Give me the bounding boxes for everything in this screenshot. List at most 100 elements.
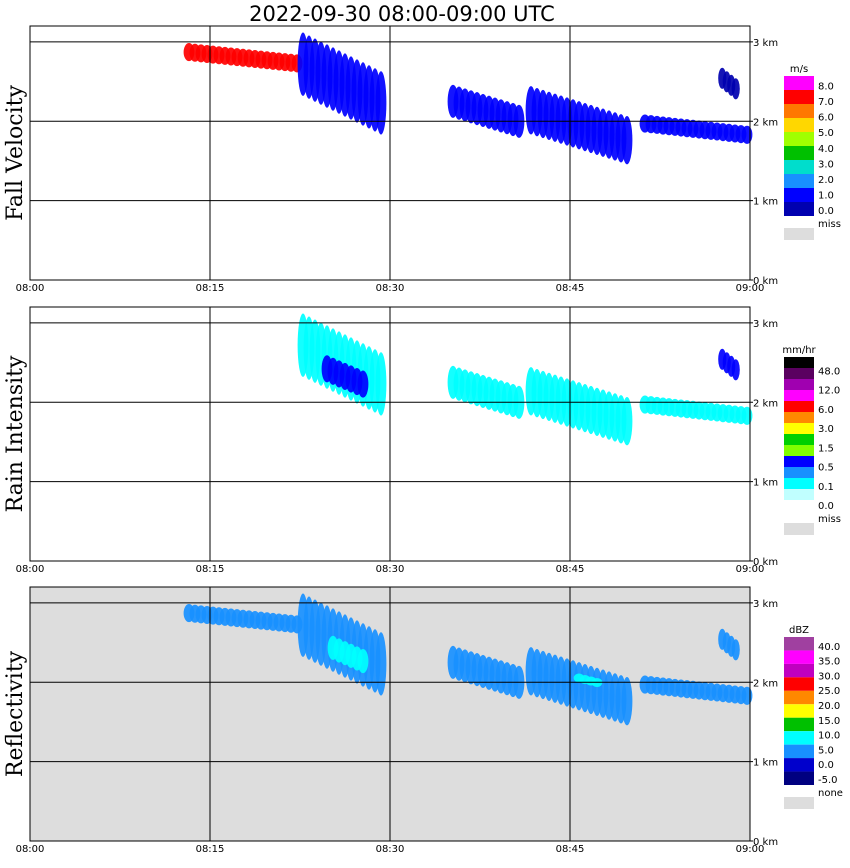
- legend-swatch: [784, 160, 814, 174]
- legend-swatch: [784, 500, 814, 511]
- echo-cell: [621, 397, 633, 446]
- panel-2: Reflectivity 08:00 08:15 08:30 08:45 09:000 k…: [3, 586, 843, 855]
- y-tick-label: 0 km: [753, 837, 778, 848]
- legend-label: 12.0: [818, 386, 840, 397]
- legend-swatch: [784, 76, 814, 90]
- x-tick-label: 08:15: [196, 283, 225, 294]
- echo-cell: [357, 649, 369, 674]
- echo-cell: [375, 632, 387, 696]
- x-tick-label: 08:30: [376, 564, 405, 575]
- legend-swatch: [784, 758, 814, 772]
- legend-swatch: [784, 146, 814, 160]
- legend-swatch: [784, 434, 814, 445]
- legend-label: 5.0: [818, 128, 834, 139]
- x-tick-label: 08:45: [556, 564, 585, 575]
- legend-label: -5.0: [818, 775, 838, 786]
- echo-cell: [621, 677, 633, 726]
- figure-title: 2022-09-30 08:00-09:00 UTC: [249, 2, 555, 26]
- echo-cell: [731, 359, 740, 381]
- legend-label: 4.0: [818, 144, 834, 155]
- echo-cell: [357, 370, 369, 398]
- x-tick-label: 09:00: [736, 564, 765, 575]
- legend-swatch: [784, 174, 814, 188]
- legend-swatch: [784, 704, 814, 718]
- legend-swatch: [784, 368, 814, 379]
- legend-label: 8.0: [818, 82, 834, 93]
- legend-swatch: [784, 423, 814, 434]
- echo-cell: [741, 406, 753, 425]
- legend-label: 2.0: [818, 175, 834, 186]
- legend-swatch: [784, 717, 814, 732]
- legend-label: 48.0: [818, 366, 840, 377]
- legend-label: 15.0: [818, 716, 840, 727]
- x-tick-label: 08:45: [556, 283, 585, 294]
- x-tick-label: 08:00: [16, 283, 45, 294]
- x-tick-label: 08:30: [376, 283, 405, 294]
- echo-cell: [375, 352, 387, 416]
- legend-label: 5.0: [818, 745, 834, 756]
- y-tick-label: 3 km: [753, 319, 778, 330]
- legend-label: 35.0: [818, 657, 840, 668]
- legend-swatch: [784, 489, 814, 500]
- legend-label: 25.0: [818, 686, 840, 697]
- legend-swatch: [784, 104, 814, 118]
- legend-swatch: [784, 650, 814, 664]
- legend-label: 0.0: [818, 760, 834, 771]
- x-tick-label: 08:30: [376, 844, 405, 855]
- legend-swatch: [784, 379, 814, 390]
- legend-label: 0.0: [818, 501, 834, 512]
- legend-swatch: [784, 744, 814, 759]
- legend-label: 3.0: [818, 159, 834, 170]
- legend-missing-label: miss: [818, 219, 841, 230]
- panel-ylabel: Fall Velocity: [3, 85, 28, 221]
- x-tick-label: 08:00: [16, 844, 45, 855]
- legend-swatch: [784, 357, 814, 368]
- echo-layer: [183, 593, 753, 726]
- plot-frame: [29, 586, 751, 842]
- legend-swatch: [784, 188, 814, 202]
- x-tick-label: 09:00: [736, 844, 765, 855]
- legend-swatch: [784, 731, 814, 745]
- legend-missing-swatch: [784, 523, 814, 535]
- legend-label: 20.0: [818, 701, 840, 712]
- plot-frame: [29, 306, 751, 562]
- legend-unit: m/s: [790, 64, 808, 75]
- legend-label: 0.0: [818, 206, 834, 217]
- legend-swatch: [784, 637, 814, 651]
- panel-ylabel: Reflectivity: [3, 650, 28, 777]
- legend-swatch: [784, 132, 814, 146]
- legend-label: 0.1: [818, 482, 834, 493]
- y-tick-label: 3 km: [753, 599, 778, 610]
- legend: m/s 8.0 7.0 6.0 5.0 4.0 3.0 2.0 1.0 0.0 miss: [784, 64, 841, 240]
- legend-swatch: [784, 445, 814, 456]
- legend-swatch: [784, 478, 814, 489]
- y-tick-label: 2 km: [753, 678, 778, 689]
- y-tick-label: 1 km: [753, 197, 778, 208]
- y-tick-label: 0 km: [753, 276, 778, 287]
- legend-label: 40.0: [818, 642, 840, 653]
- x-tick-label: 08:00: [16, 564, 45, 575]
- y-tick-label: 0 km: [753, 557, 778, 568]
- echo-cell: [731, 639, 740, 661]
- legend-label: 1.5: [818, 443, 834, 454]
- legend-swatch: [784, 456, 814, 467]
- x-tick-label: 08:15: [196, 564, 225, 575]
- y-tick-label: 2 km: [753, 398, 778, 409]
- echo-cell: [741, 125, 753, 144]
- panel-ylabel: Rain Intensity: [3, 355, 28, 512]
- legend-label: 7.0: [818, 97, 834, 108]
- legend-label: 3.0: [818, 424, 834, 435]
- legend-swatch: [784, 90, 814, 104]
- legend-missing-label: miss: [818, 514, 841, 525]
- legend-missing-label: none: [818, 788, 843, 799]
- y-tick-label: 2 km: [753, 117, 778, 128]
- legend-swatch: [784, 118, 814, 132]
- x-tick-label: 08:45: [556, 844, 585, 855]
- legend-swatch: [784, 412, 814, 423]
- legend-missing-swatch: [784, 797, 814, 809]
- legend-swatch: [784, 663, 814, 678]
- legend: dBZ 40.0 35.0 30.0 25.0 20.0 15.0 10.0 5.0 0.0 -5.…: [784, 625, 843, 809]
